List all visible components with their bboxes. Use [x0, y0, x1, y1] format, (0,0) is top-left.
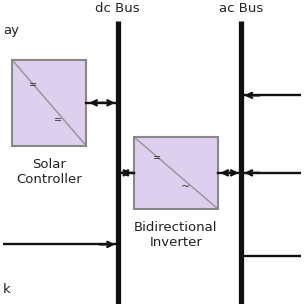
- Bar: [12, 60, 86, 146]
- Text: ac Bus: ac Bus: [219, 2, 264, 15]
- Text: Bidirectional
Inverter: Bidirectional Inverter: [134, 221, 218, 249]
- Text: =: =: [54, 115, 62, 125]
- Bar: [134, 137, 218, 209]
- Text: dc Bus: dc Bus: [95, 2, 140, 15]
- Text: Solar
Controller: Solar Controller: [16, 158, 82, 186]
- Text: =: =: [154, 154, 161, 164]
- Text: ay: ay: [3, 24, 19, 37]
- Text: k: k: [3, 283, 11, 296]
- Text: ~: ~: [181, 182, 191, 192]
- Text: =: =: [29, 81, 37, 91]
